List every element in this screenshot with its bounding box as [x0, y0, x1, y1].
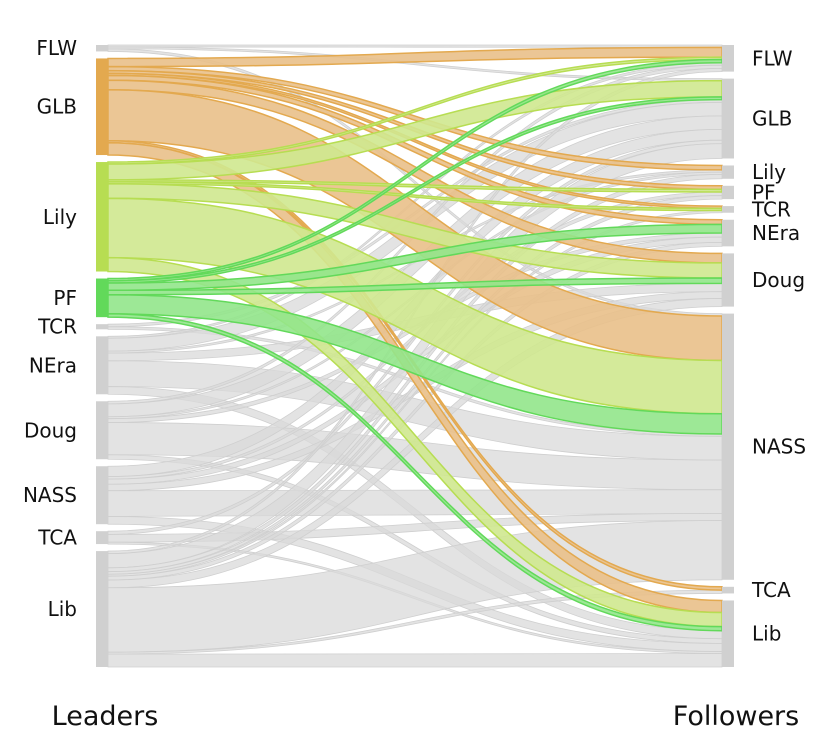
right-node-flw: [722, 45, 734, 72]
right-node-label-glb: GLB: [752, 107, 792, 131]
right-node-glb: [722, 78, 734, 159]
left-node-label-lily: Lily: [43, 205, 77, 229]
right-node-label-doug: Doug: [752, 268, 805, 292]
highlighted-flows: [107, 46, 723, 632]
right-node-label-nass: NASS: [752, 435, 806, 459]
left-node-glb: [96, 58, 108, 156]
flow-flw-to-flw: [107, 44, 723, 48]
left-node-label-pf: PF: [53, 286, 77, 310]
left-node-tca: [96, 531, 108, 545]
left-node-label-flw: FLW: [36, 36, 77, 60]
right-node-doug: [722, 253, 734, 307]
right-node-label-pf: PF: [752, 180, 776, 204]
left-node-flw: [96, 45, 108, 52]
right-node-label-tca: TCA: [751, 578, 791, 602]
right-node-pf: [722, 185, 734, 200]
left-node-label-nera: NEra: [29, 353, 77, 377]
left-node-label-nass: NASS: [23, 483, 77, 507]
right-node-lib: [722, 600, 734, 667]
right-node-tca: [722, 586, 734, 594]
left-node-label-glb: GLB: [37, 95, 77, 119]
right-node-nass: [722, 313, 734, 580]
left-axis-label: Leaders: [52, 701, 159, 732]
right-node-label-nera: NEra: [752, 221, 800, 245]
left-node-lib: [96, 551, 108, 667]
left-node-nera: [96, 336, 108, 395]
right-axis-label: Followers: [673, 701, 799, 732]
right-node-nera: [722, 219, 734, 247]
left-node-pf: [96, 278, 108, 318]
left-node-label-tca: TCA: [37, 526, 77, 550]
right-node-label-flw: FLW: [752, 46, 793, 70]
node-labels: FLWGLBLilyPFTCRNEraDougNASSTCALibFLWGLBL…: [23, 36, 806, 646]
flow-nass-to-nass: [107, 489, 723, 517]
flow-lib-to-lib: [107, 653, 723, 668]
right-node-lily: [722, 165, 734, 179]
left-node-label-lib: Lib: [48, 597, 77, 621]
left-node-nass: [96, 466, 108, 525]
left-node-doug: [96, 401, 108, 460]
left-node-lily: [96, 162, 108, 272]
left-node-label-tcr: TCR: [37, 315, 77, 339]
node-bars: [96, 45, 734, 667]
left-node-label-doug: Doug: [24, 418, 77, 442]
right-node-label-tcr: TCR: [751, 197, 791, 221]
left-node-tcr: [96, 324, 108, 330]
right-node-tcr: [722, 206, 734, 213]
right-node-label-lily: Lily: [752, 160, 786, 184]
right-node-label-lib: Lib: [752, 622, 781, 646]
